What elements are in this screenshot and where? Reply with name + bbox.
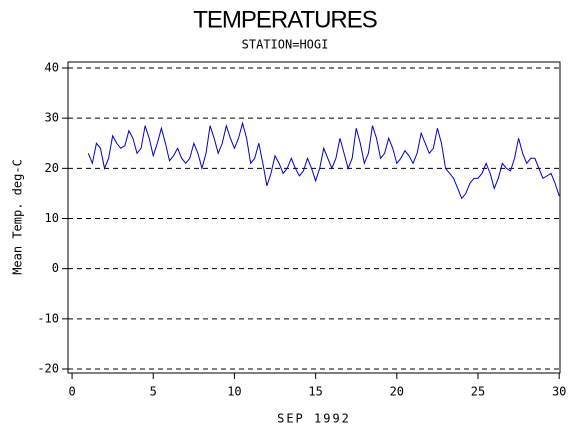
y-tick-label: -20: [37, 361, 59, 375]
chart-subtitle: STATION=HOGI: [242, 38, 329, 52]
y-axis-label: Mean Temp. deg-C: [11, 159, 25, 275]
plot-frame: [67, 61, 561, 374]
y-tick-label: 30: [45, 111, 59, 125]
x-tick-label: 30: [552, 385, 566, 399]
x-tick-label: 15: [308, 385, 322, 399]
y-tick-label: 10: [45, 211, 59, 225]
y-tick-label: 20: [45, 161, 59, 175]
data-line: [87, 121, 560, 200]
x-tick-label: 20: [390, 385, 404, 399]
y-tick-label: -10: [37, 311, 59, 325]
y-tick-label: 0: [52, 261, 59, 275]
x-tick-label: 5: [150, 385, 157, 399]
x-tick-label: 25: [471, 385, 485, 399]
x-axis-label: SEP 1992: [277, 412, 351, 426]
x-tick-label: 0: [68, 385, 75, 399]
chart-title: TEMPERATURES: [193, 6, 377, 33]
y-tick-label: 40: [45, 61, 59, 75]
x-tick-label: 10: [227, 385, 241, 399]
